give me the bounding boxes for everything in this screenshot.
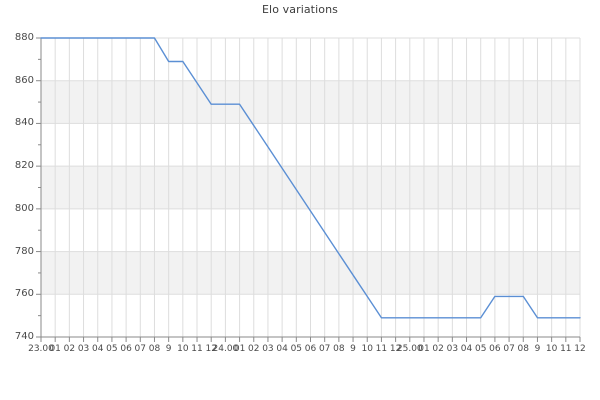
x-axis-tick-label: 01: [49, 344, 61, 354]
y-axis-tick-label: 880: [14, 32, 34, 43]
x-axis-tick-label: 02: [432, 344, 444, 354]
x-axis-tick-label: 03: [446, 344, 459, 354]
y-axis-tick-label: 860: [14, 74, 34, 86]
x-axis-tick-label: 08: [333, 344, 345, 354]
x-axis-tick-label: 04: [460, 344, 473, 354]
x-axis-tick-label: 07: [503, 344, 515, 354]
x-axis-tick-label: 9: [165, 344, 172, 354]
x-axis-tick-label: 08: [148, 344, 161, 354]
x-axis-tick-label: 9: [534, 344, 541, 354]
x-axis-tick-label: 08: [517, 344, 529, 354]
x-axis-tick-label: 03: [262, 344, 274, 354]
x-axis-tick-label: 04: [92, 344, 104, 354]
x-axis-tick-label: 11: [191, 344, 203, 354]
x-axis-tick-label: 06: [489, 344, 501, 354]
y-axis-tick-label: 840: [14, 117, 34, 129]
y-axis-tick-label: 780: [14, 245, 34, 257]
y-axis-tick-label: 800: [14, 202, 34, 214]
x-axis-tick-label: 06: [304, 344, 317, 354]
chart-title: Elo variations: [261, 3, 338, 16]
axis-lines: [40, 38, 580, 338]
x-axis-tick-label: 05: [290, 344, 303, 354]
x-axis-tick-label: 9: [350, 344, 356, 354]
x-tick-marks: [40, 337, 581, 342]
elo-series-line: [40, 37, 581, 319]
x-axis-tick-label: 12: [389, 344, 402, 354]
y-axis-tick-label: 760: [14, 288, 34, 300]
x-axis-tick-label: 07: [318, 344, 331, 354]
x-axis-tick-label: 03: [77, 344, 90, 354]
x-axis-tick-label: 01: [233, 344, 246, 354]
x-axis-tick-label: 10: [545, 344, 558, 354]
x-axis-tick-label: 10: [177, 344, 189, 354]
y-axis-tick-label: 740: [14, 331, 34, 342]
x-axis-tick-label: 23.00: [28, 344, 54, 354]
x-axis-tick-label: 02: [63, 344, 76, 354]
x-axis-tick-label: 05: [474, 344, 487, 354]
x-axis-tick-label: 01: [418, 344, 430, 354]
y-tick-marks: [36, 37, 41, 338]
x-axis-tick-label: 05: [106, 344, 118, 354]
x-axis-tick-label: 12: [574, 344, 586, 354]
x-axis-tick-label: 24.00: [212, 344, 239, 354]
x-axis-tick-label: 11: [375, 344, 388, 354]
x-axis-tick-label: 25.00: [396, 344, 423, 354]
x-axis-tick-label: 07: [134, 344, 146, 354]
y-axis-tick-label: 820: [14, 160, 34, 172]
x-axis-tick-label: 12: [205, 344, 217, 354]
x-axis-tick-label: 06: [120, 344, 132, 354]
x-axis-tick-label: 11: [560, 344, 572, 354]
x-axis-tick-label: 10: [361, 344, 373, 354]
x-axis-tick-label: 04: [276, 344, 288, 354]
x-axis-tick-label: 02: [248, 344, 260, 354]
